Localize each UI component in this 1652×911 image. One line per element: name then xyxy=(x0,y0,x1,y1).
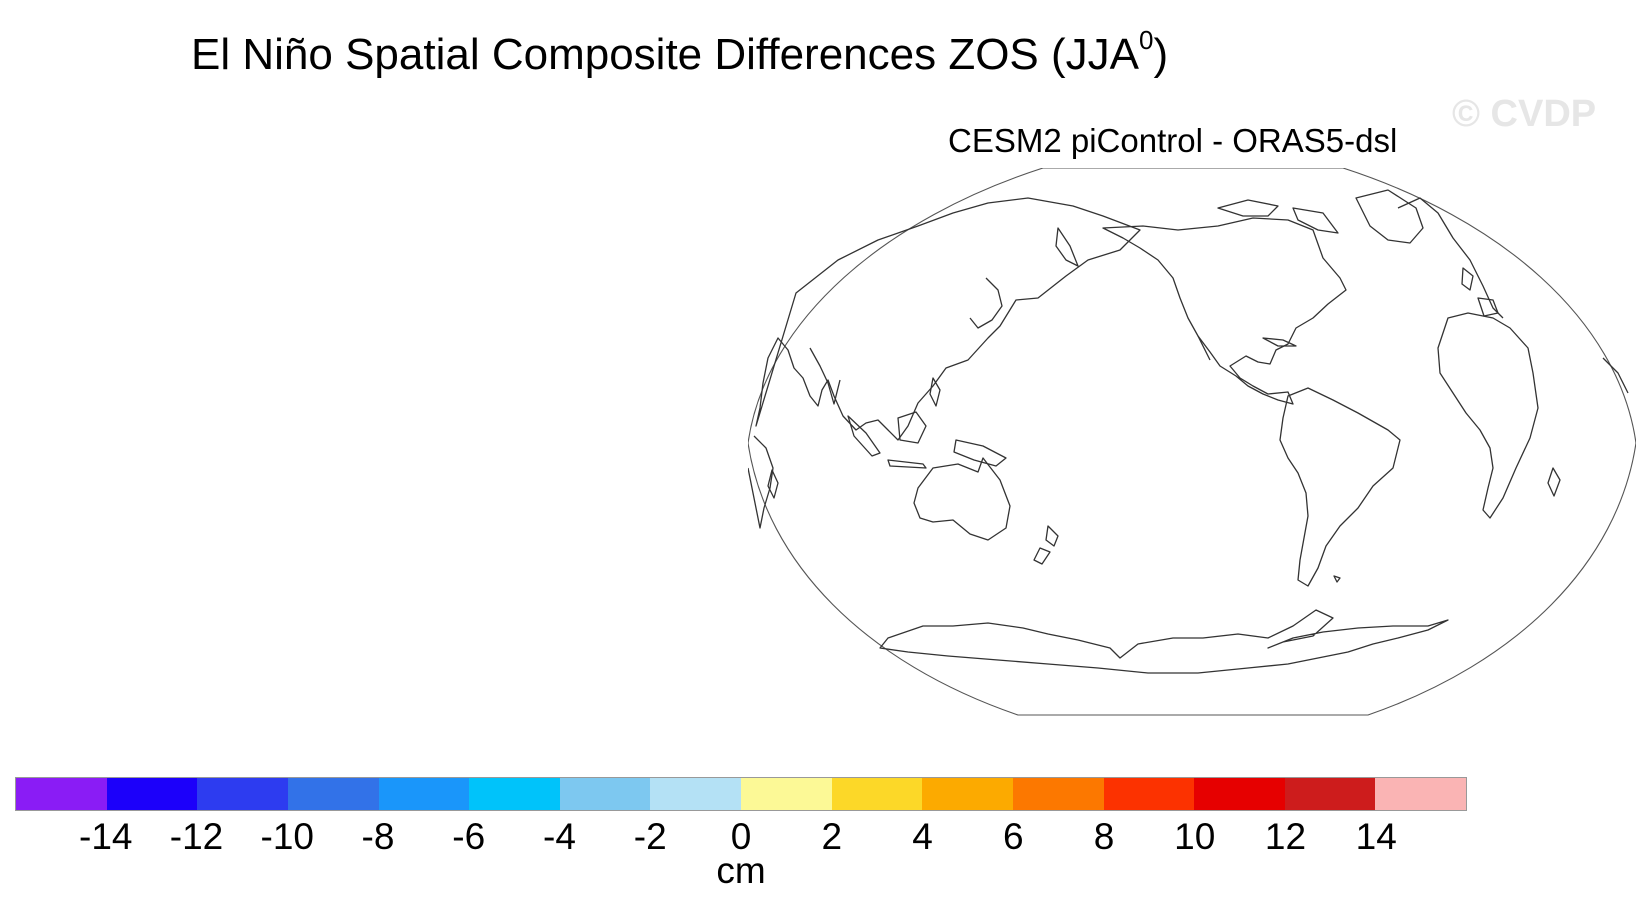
colorbar-tick-label: 4 xyxy=(912,816,933,857)
coast-baja xyxy=(1197,335,1211,361)
colorbar-tick-label: 0 xyxy=(730,816,752,857)
figure-title: El Niño Spatial Composite Differences ZO… xyxy=(191,25,1169,79)
coast-madagascar xyxy=(767,469,779,499)
coast-africa xyxy=(748,435,774,529)
colorbar-cell xyxy=(1375,778,1466,810)
coast-arctic-islands xyxy=(1217,199,1279,217)
coast-africa-west xyxy=(1437,312,1539,519)
coast-madagascar-right xyxy=(1547,467,1561,497)
colorbar-cell xyxy=(559,778,651,810)
coast-japan xyxy=(969,277,1003,329)
colorbar-tick-label: 6 xyxy=(1002,816,1024,857)
colorbar-cell xyxy=(287,778,379,810)
colorbar-cell xyxy=(1284,778,1376,810)
coast-baffin xyxy=(1292,207,1339,234)
colorbar-cell xyxy=(650,778,741,810)
colorbar-cell xyxy=(1012,778,1104,810)
coast-kamchatka xyxy=(1055,227,1079,267)
colorbar-tick-label: -8 xyxy=(361,816,395,857)
coast-new-guinea xyxy=(953,439,1007,467)
colorbar-tick-label: -10 xyxy=(260,816,314,857)
coast-new-zealand-south xyxy=(1033,547,1051,565)
colorbar-cell xyxy=(106,778,198,810)
coast-arabia xyxy=(1602,357,1629,394)
panel-subtitle: CESM2 piControl - ORAS5-dsl xyxy=(948,122,1398,159)
map-boundary xyxy=(748,168,1636,716)
coast-java xyxy=(887,459,927,469)
colorbar-units: cm xyxy=(716,850,766,891)
coast-greenland xyxy=(1355,189,1424,244)
coast-cuba xyxy=(1262,337,1297,347)
coast-india xyxy=(809,347,841,405)
coast-new-zealand xyxy=(1045,525,1059,547)
world-map xyxy=(748,168,1636,716)
colorbar-tick-label: 14 xyxy=(1355,816,1397,857)
colorbar-cell xyxy=(831,778,923,810)
colorbar-tick-label: -2 xyxy=(633,816,667,857)
coast-iberia xyxy=(1477,297,1499,317)
colorbar-cell xyxy=(1194,778,1285,810)
coast-australia xyxy=(913,457,1011,541)
coast-sumatra xyxy=(847,415,881,457)
coast-north-america xyxy=(1102,217,1347,405)
colorbar-tick-label: -12 xyxy=(169,816,224,857)
colorbar-cell xyxy=(1103,778,1195,810)
colorbar-cell xyxy=(469,778,560,810)
coast-british-isles xyxy=(1461,267,1474,291)
colorbar-tick-label: -4 xyxy=(543,816,576,857)
colorbar-cell xyxy=(197,778,288,810)
colorbar-cell xyxy=(922,778,1013,810)
coast-europe-east xyxy=(1397,197,1504,319)
colorbar-tick-label: 8 xyxy=(1093,816,1115,857)
coast-south-america xyxy=(1279,387,1401,587)
colorbar-tick-label: 10 xyxy=(1174,816,1216,857)
colorbar xyxy=(15,777,1467,811)
colorbar-tick-label: 12 xyxy=(1264,816,1307,857)
colorbar-ticks: -14 -12 -10 -8 -6 -4 -2 0 2 4 6 8 10 12 14 xyxy=(15,816,1467,860)
coast-falklands xyxy=(1333,575,1341,583)
coast-eurasia xyxy=(755,197,1141,441)
colorbar-tick-label: 2 xyxy=(821,816,843,857)
colorbar-tick-label: -6 xyxy=(452,816,486,857)
watermark: © CVDP xyxy=(1452,93,1597,135)
colorbar-cell xyxy=(741,778,832,810)
coast-antarctica xyxy=(879,609,1449,674)
coast-philippines xyxy=(929,377,941,407)
colorbar-cell xyxy=(378,778,470,810)
coast-borneo xyxy=(897,411,927,444)
colorbar-tick-label: -14 xyxy=(79,816,133,857)
colorbar-cell xyxy=(16,778,107,810)
